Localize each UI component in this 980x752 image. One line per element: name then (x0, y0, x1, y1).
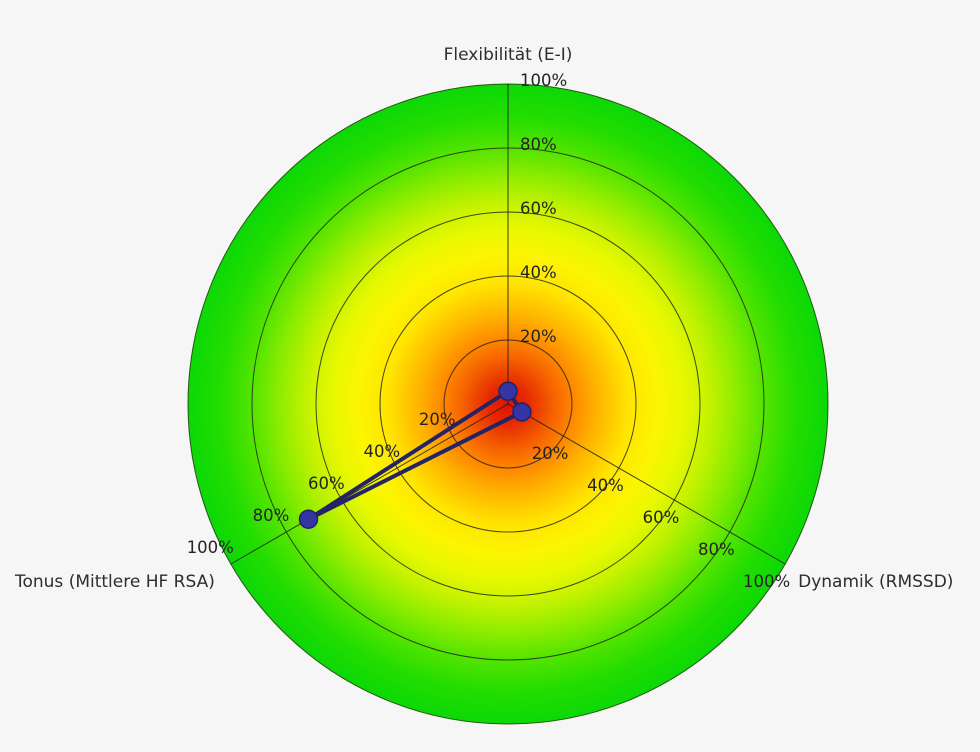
tick-label-dynamik-20: 20% (532, 444, 569, 463)
tick-label-dynamik-80: 80% (698, 540, 735, 559)
data-point-dynamik (512, 402, 532, 422)
tick-label-flexibilitaet-60: 60% (520, 199, 557, 218)
tick-label-flexibilitaet-40: 40% (520, 263, 557, 282)
data-point-tonus (298, 509, 319, 529)
data-polygon (306, 389, 524, 522)
tick-label-flexibilitaet-20: 20% (520, 327, 557, 346)
axis-title-tonus: Tonus (Mittlere HF RSA) (14, 572, 215, 592)
tick-label-tonus-40: 40% (363, 442, 400, 461)
tick-label-flexibilitaet-100: 100% (520, 71, 567, 90)
axis-title-dynamik: Dynamik (RMSSD) (798, 572, 953, 592)
tick-label-tonus-100: 100% (187, 538, 234, 557)
tick-label-dynamik-60: 60% (643, 508, 680, 527)
tick-label-tonus-20: 20% (419, 410, 456, 429)
axis-line-tonus (230, 403, 509, 565)
tick-label-flexibilitaet-80: 80% (520, 135, 557, 154)
axis-title-flexibilitaet: Flexibilität (E-I) (444, 45, 573, 65)
data-point-flexibilitaet (498, 381, 518, 401)
tick-label-tonus-80: 80% (253, 506, 290, 525)
tick-label-dynamik-100: 100% (743, 572, 790, 591)
axis-line-dynamik (507, 403, 786, 565)
tick-label-tonus-60: 60% (308, 474, 345, 493)
tick-label-dynamik-40: 40% (587, 476, 624, 495)
